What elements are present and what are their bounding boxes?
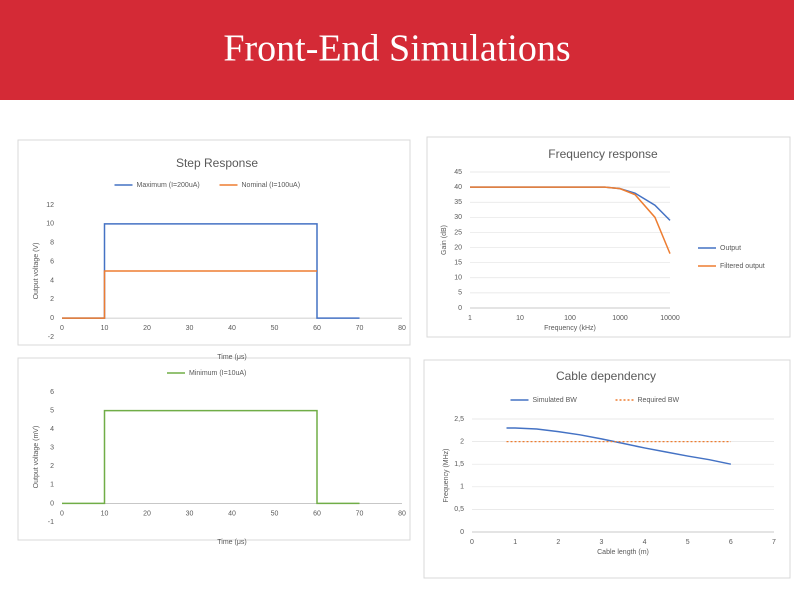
x-tick-label: 5	[686, 539, 690, 546]
x-tick-label: 80	[398, 325, 406, 332]
x-tick-label: 40	[228, 510, 236, 517]
x-axis-label: Time (μs)	[217, 539, 246, 546]
legend-label: Nominal (I=100uA)	[242, 182, 301, 189]
x-tick-label: 1	[513, 539, 517, 546]
x-tick-label: 10	[516, 315, 524, 322]
x-tick-label: 20	[143, 510, 151, 517]
y-tick-label: 10	[46, 221, 54, 228]
legend-label: Simulated BW	[533, 397, 578, 404]
x-tick-label: 7	[772, 539, 776, 546]
legend-label: Maximum (I=200uA)	[137, 182, 200, 189]
y-tick-label: 8	[50, 240, 54, 247]
y-tick-label: -2	[48, 334, 54, 341]
y-tick-label: 5	[458, 290, 462, 297]
x-tick-label: 10	[101, 510, 109, 517]
series-line	[470, 186, 671, 254]
y-tick-label: 15	[454, 260, 462, 267]
chart-title: Step Response	[176, 156, 258, 170]
y-tick-label: 2	[460, 438, 464, 445]
y-tick-label: 4	[50, 426, 54, 433]
y-tick-label: 2	[50, 463, 54, 470]
y-tick-label: 0	[458, 305, 462, 312]
y-tick-label: 4	[50, 277, 54, 284]
y-tick-label: 0	[50, 500, 54, 507]
x-tick-label: 50	[271, 510, 279, 517]
y-tick-label: 0	[460, 529, 464, 536]
y-tick-label: 2	[50, 296, 54, 303]
series-line	[62, 409, 360, 505]
y-tick-label: 40	[454, 184, 462, 191]
y-axis-label: Frequency (MHz)	[443, 448, 450, 502]
x-tick-label: 0	[60, 325, 64, 332]
y-tick-label: 30	[454, 214, 462, 221]
x-tick-label: 3	[599, 539, 603, 546]
x-tick-label: 30	[186, 325, 194, 332]
y-tick-label: 10	[454, 275, 462, 282]
y-tick-label: 3	[50, 445, 54, 452]
x-tick-label: 10000	[660, 315, 680, 322]
x-tick-label: 40	[228, 325, 236, 332]
x-tick-label: 1000	[612, 315, 628, 322]
chart-title: Frequency response	[548, 147, 658, 161]
x-tick-label: 70	[356, 510, 364, 517]
x-tick-label: 100	[564, 315, 576, 322]
y-tick-label: 0,5	[454, 506, 464, 513]
legend-label: Filtered output	[720, 263, 765, 270]
legend-label: Minimum (I=10uA)	[189, 370, 246, 377]
y-tick-label: 12	[46, 202, 54, 209]
y-tick-label: 1	[460, 484, 464, 491]
y-tick-label: 6	[50, 389, 54, 396]
y-tick-label: 5	[50, 407, 54, 414]
chart-frame	[426, 136, 791, 338]
legend-label: Required BW	[638, 397, 680, 404]
chart-frame	[17, 139, 411, 346]
x-tick-label: 20	[143, 325, 151, 332]
y-tick-label: 0	[50, 315, 54, 322]
y-tick-label: 20	[454, 244, 462, 251]
chart-title: Cable dependency	[556, 369, 656, 383]
chart-frame	[423, 359, 791, 579]
y-tick-label: 6	[50, 258, 54, 265]
header-bar	[0, 0, 794, 100]
y-tick-label: 2,5	[454, 416, 464, 423]
x-tick-label: 4	[643, 539, 647, 546]
x-tick-label: 70	[356, 325, 364, 332]
x-tick-label: 30	[186, 510, 194, 517]
legend-label: Output	[720, 245, 741, 252]
x-axis-label: Cable length (m)	[597, 549, 649, 556]
x-tick-label: 60	[313, 325, 321, 332]
x-tick-label: 1	[468, 315, 472, 322]
x-tick-label: 0	[470, 539, 474, 546]
x-tick-label: 6	[729, 539, 733, 546]
series-line	[62, 270, 317, 319]
x-tick-label: 0	[60, 510, 64, 517]
y-tick-label: 1,5	[454, 461, 464, 468]
y-axis-label: Output voltage (V)	[33, 243, 40, 300]
x-tick-label: 2	[556, 539, 560, 546]
x-tick-label: 80	[398, 510, 406, 517]
x-tick-label: 50	[271, 325, 279, 332]
x-tick-label: 60	[313, 510, 321, 517]
slide-title: Front-End Simulations	[223, 28, 570, 70]
y-tick-label: 1	[50, 482, 54, 489]
y-axis-label: Output voltage (mV)	[33, 426, 40, 489]
x-axis-label: Frequency (kHz)	[544, 325, 596, 332]
y-tick-label: 45	[454, 169, 462, 176]
chart-frame	[17, 357, 411, 541]
y-tick-label: -1	[48, 519, 54, 526]
x-axis-label: Time (μs)	[217, 354, 246, 361]
y-axis-label: Gain (dB)	[441, 225, 448, 255]
y-tick-label: 35	[454, 199, 462, 206]
x-tick-label: 10	[101, 325, 109, 332]
y-tick-label: 25	[454, 229, 462, 236]
